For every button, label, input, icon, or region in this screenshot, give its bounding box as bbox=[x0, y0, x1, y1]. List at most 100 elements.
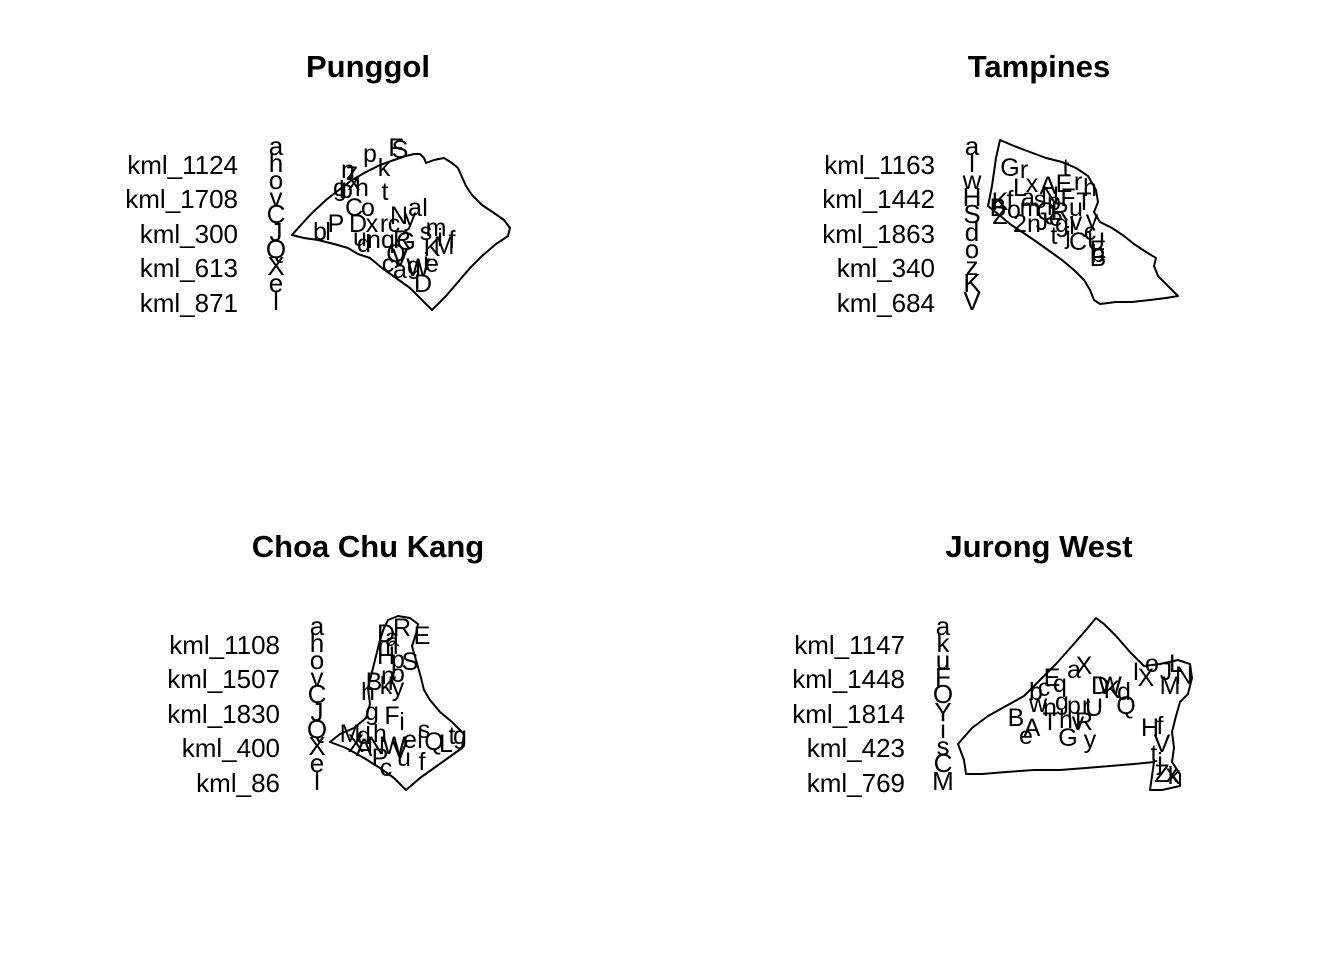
area-outline bbox=[291, 153, 511, 311]
point-label: f bbox=[449, 226, 456, 254]
legend-label: kml_400 bbox=[182, 733, 280, 763]
point-label: t bbox=[1151, 740, 1158, 768]
point-label: r bbox=[1074, 168, 1082, 196]
point-label: t bbox=[1051, 222, 1058, 250]
point-label: u bbox=[397, 744, 411, 772]
point-label: z bbox=[346, 158, 359, 186]
point-label: X bbox=[1138, 664, 1155, 692]
point-label: t bbox=[449, 722, 456, 750]
legend-symbol: i bbox=[940, 714, 946, 744]
point-label: W bbox=[406, 254, 430, 282]
point-label: L bbox=[1013, 174, 1027, 202]
point-label: p bbox=[1047, 188, 1061, 216]
point-label: h bbox=[355, 174, 369, 202]
legend-symbol: X bbox=[267, 251, 284, 281]
point-label: c bbox=[1084, 218, 1097, 246]
point-label: i bbox=[1069, 212, 1075, 240]
point-label: y bbox=[1086, 206, 1099, 234]
legend-symbol: v bbox=[270, 182, 283, 212]
point-label: x bbox=[1026, 170, 1039, 198]
point-label: E bbox=[414, 622, 431, 650]
legend-label: kml_1814 bbox=[792, 699, 905, 729]
point-label: f bbox=[419, 748, 426, 776]
point-label: M bbox=[340, 720, 361, 748]
legend-symbol: l bbox=[969, 148, 975, 178]
point-label: c bbox=[382, 250, 395, 278]
point-label: D bbox=[1091, 672, 1109, 700]
legend-symbol: o bbox=[965, 234, 979, 264]
point-label: L bbox=[1169, 650, 1183, 678]
legend-symbol: a bbox=[269, 131, 284, 161]
point-label: A bbox=[1024, 714, 1041, 742]
point-label: N bbox=[390, 202, 408, 230]
point-label: i bbox=[399, 708, 405, 736]
point-label: h bbox=[1059, 706, 1073, 734]
point-label: g bbox=[407, 252, 421, 280]
point-label: l bbox=[325, 218, 331, 246]
legend: kml_1163 kml_1442 kml_1863 kml_340 kml_6… bbox=[822, 131, 981, 318]
point-label: X bbox=[1076, 652, 1093, 680]
point-labels: R E D a m H p S n o B h k r y g F i M s … bbox=[340, 614, 467, 782]
point-label: s bbox=[420, 218, 433, 246]
legend-symbol: M bbox=[932, 766, 954, 796]
panel-title: Punggol bbox=[306, 49, 430, 84]
legend-symbol: l bbox=[314, 766, 320, 796]
point-label: d bbox=[357, 230, 371, 258]
point-label: S bbox=[392, 136, 409, 164]
point-label: f bbox=[1157, 712, 1164, 740]
legend-label: kml_86 bbox=[196, 768, 280, 798]
point-label: Q bbox=[1036, 198, 1055, 226]
legend-symbol: u bbox=[936, 645, 950, 675]
point-label: y bbox=[404, 204, 417, 232]
legend-symbol: C bbox=[308, 679, 327, 709]
point-label: o bbox=[1145, 650, 1159, 678]
point-label: Z bbox=[992, 202, 1007, 230]
legend-label: kml_300 bbox=[140, 219, 238, 249]
point-label: H bbox=[377, 642, 395, 670]
point-label: k bbox=[380, 672, 393, 700]
panel-title: Tampines bbox=[968, 49, 1110, 84]
legend: kml_1108 kml_1507 kml_1830 kml_400 kml_8… bbox=[167, 611, 327, 798]
panel-title: Jurong West bbox=[945, 529, 1132, 564]
legend-symbol: v bbox=[311, 662, 324, 692]
point-label: e bbox=[403, 726, 417, 754]
point-label: d bbox=[1117, 678, 1131, 706]
legend-label: kml_871 bbox=[140, 288, 238, 318]
point-label: s bbox=[1034, 186, 1047, 214]
point-label: B bbox=[366, 668, 383, 696]
point-label: A bbox=[356, 734, 373, 762]
legend-symbol: k bbox=[937, 628, 951, 658]
point-label: n bbox=[367, 226, 381, 254]
point-label: G bbox=[396, 228, 415, 256]
point-label: x bbox=[1166, 760, 1179, 788]
point-label: i bbox=[423, 248, 429, 276]
point-label: p bbox=[391, 646, 405, 674]
point-label: G bbox=[1058, 724, 1077, 752]
point-label: C bbox=[345, 194, 363, 222]
point-label: c bbox=[1038, 674, 1051, 702]
legend-symbol: s bbox=[937, 731, 950, 761]
point-labels: G r t L x A E r h f K s p F B m Q R u T … bbox=[990, 154, 1107, 272]
legend-label: kml_1448 bbox=[792, 664, 905, 694]
point-label: m bbox=[426, 214, 447, 242]
legend-label: kml_1108 bbox=[169, 630, 280, 660]
point-label: Q bbox=[1116, 692, 1135, 720]
point-label: y bbox=[1084, 726, 1097, 754]
point-label: K bbox=[424, 234, 441, 262]
point-label: D bbox=[349, 210, 367, 238]
legend-label: kml_340 bbox=[837, 253, 935, 283]
legend: kml_1147 kml_1448 kml_1814 kml_423 kml_7… bbox=[792, 611, 954, 798]
point-labels: F S p k n z x g b h t C o a l N y m b P … bbox=[313, 134, 455, 298]
point-label: N bbox=[1175, 662, 1193, 690]
point-label: a bbox=[393, 256, 407, 284]
point-label: h bbox=[361, 678, 375, 706]
point-label: r bbox=[388, 668, 396, 696]
point-label: t bbox=[382, 178, 389, 206]
point-label: E bbox=[1056, 170, 1073, 198]
point-label: u bbox=[353, 224, 367, 252]
legend-symbol: C bbox=[267, 199, 286, 229]
point-label: e bbox=[425, 250, 439, 278]
point-label: T bbox=[1042, 708, 1057, 736]
legend-symbol: d bbox=[965, 217, 979, 247]
